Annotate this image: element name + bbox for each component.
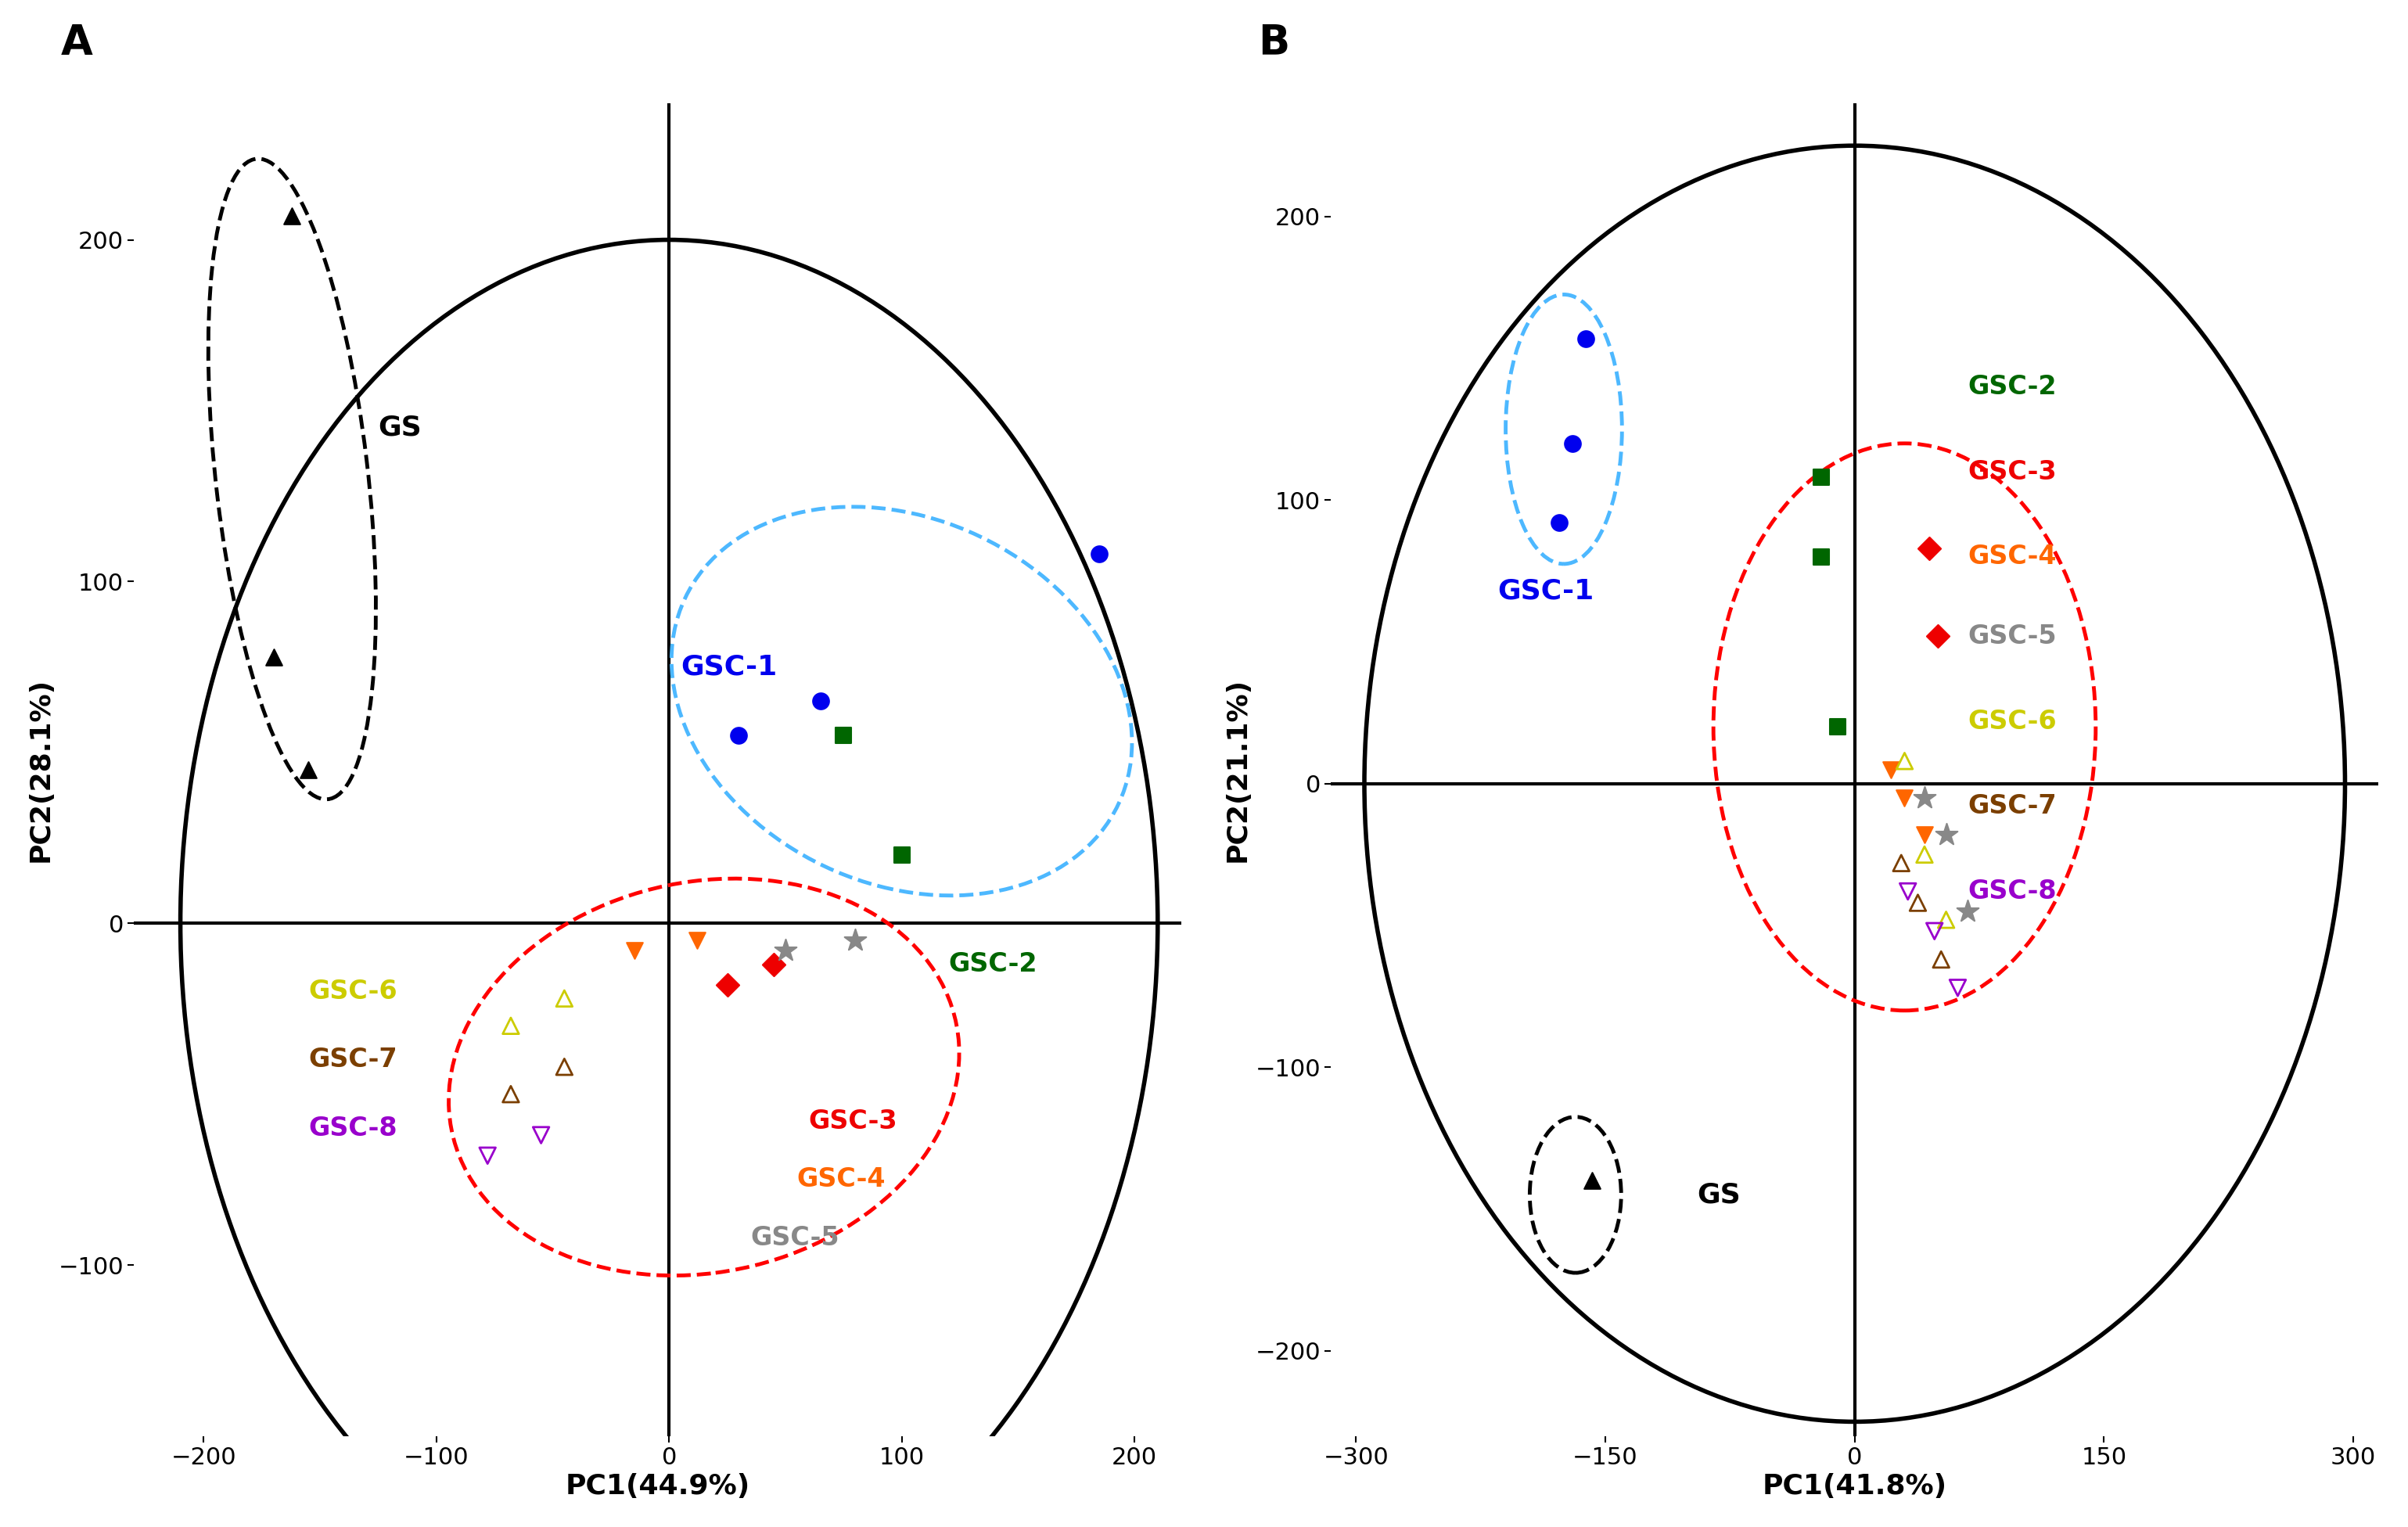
- Text: GSC-1: GSC-1: [681, 654, 778, 680]
- Point: [1898, 890, 1936, 915]
- Point: [255, 644, 294, 669]
- Text: GSC-6: GSC-6: [1967, 709, 2056, 734]
- Point: [289, 757, 327, 782]
- Text: GSC-8: GSC-8: [308, 1115, 397, 1141]
- Point: [1081, 542, 1120, 567]
- Point: [1926, 823, 1965, 847]
- Text: GSC-7: GSC-7: [308, 1048, 397, 1073]
- Text: GSC-3: GSC-3: [809, 1109, 898, 1135]
- Point: [1948, 899, 1987, 924]
- Text: GSC-2: GSC-2: [949, 951, 1038, 977]
- Point: [1938, 976, 1977, 1000]
- Point: [523, 1122, 561, 1147]
- Point: [720, 724, 759, 748]
- Point: [1801, 466, 1840, 490]
- Point: [1914, 919, 1953, 944]
- Text: GSC-3: GSC-3: [1967, 458, 2056, 484]
- Point: [1565, 327, 1604, 351]
- Text: GSC-5: GSC-5: [751, 1225, 840, 1251]
- Point: [1888, 880, 1926, 904]
- Text: GS: GS: [1698, 1182, 1741, 1208]
- Point: [766, 939, 804, 964]
- Text: GS: GS: [378, 414, 421, 441]
- Point: [614, 939, 653, 964]
- Point: [1871, 757, 1910, 782]
- Point: [1910, 536, 1948, 560]
- Point: [1905, 823, 1943, 847]
- Point: [802, 689, 840, 713]
- Point: [1905, 785, 1943, 809]
- Text: GSC-4: GSC-4: [797, 1167, 886, 1193]
- Point: [1922, 947, 1960, 971]
- Point: [881, 843, 920, 867]
- Point: [491, 1014, 530, 1038]
- Point: [1885, 748, 1924, 773]
- Text: A: A: [60, 23, 92, 63]
- Point: [824, 724, 862, 748]
- Point: [1572, 1168, 1611, 1193]
- Text: GSC-7: GSC-7: [1967, 794, 2056, 820]
- Text: GSC-6: GSC-6: [308, 979, 397, 1005]
- Point: [754, 951, 792, 976]
- Point: [1539, 510, 1577, 534]
- Point: [1926, 907, 1965, 931]
- Point: [708, 973, 746, 997]
- Text: GSC-8: GSC-8: [1967, 878, 2056, 904]
- Text: B: B: [1257, 23, 1288, 63]
- Y-axis label: PC2(28.1%): PC2(28.1%): [26, 676, 53, 861]
- Point: [491, 1083, 530, 1107]
- X-axis label: PC1(44.9%): PC1(44.9%): [566, 1474, 749, 1500]
- Point: [1553, 431, 1592, 455]
- X-axis label: PC1(41.8%): PC1(41.8%): [1763, 1474, 1948, 1500]
- Y-axis label: PC2(21.1%): PC2(21.1%): [1223, 676, 1252, 861]
- Text: GSC-5: GSC-5: [1967, 623, 2056, 649]
- Point: [1905, 843, 1943, 867]
- Text: GSC-4: GSC-4: [1967, 544, 2056, 570]
- Point: [1885, 785, 1924, 809]
- Point: [677, 928, 715, 953]
- Point: [467, 1144, 506, 1168]
- Point: [1818, 715, 1857, 739]
- Point: [1919, 625, 1958, 649]
- Point: [544, 1055, 583, 1080]
- Point: [272, 203, 311, 228]
- Text: GSC-1: GSC-1: [1498, 577, 1594, 605]
- Point: [544, 986, 583, 1011]
- Text: GSC-2: GSC-2: [1967, 374, 2056, 400]
- Point: [836, 928, 874, 953]
- Point: [1801, 545, 1840, 570]
- Point: [1883, 851, 1922, 875]
